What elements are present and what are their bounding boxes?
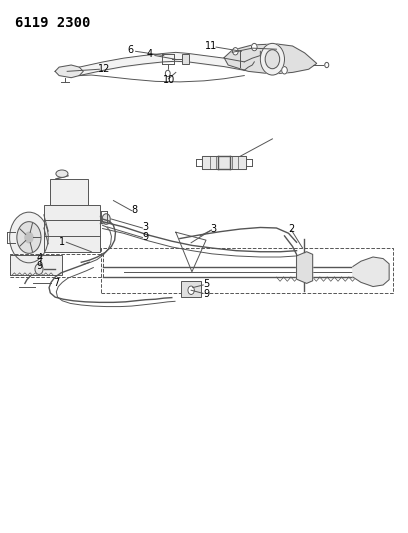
Text: 9: 9	[203, 289, 209, 299]
Text: 1: 1	[59, 237, 65, 247]
Polygon shape	[202, 156, 246, 169]
Text: 8: 8	[132, 205, 138, 215]
Text: 5: 5	[203, 279, 210, 289]
Circle shape	[102, 214, 110, 224]
Text: 9: 9	[142, 232, 149, 242]
Circle shape	[282, 67, 287, 74]
Text: 3: 3	[142, 222, 149, 232]
Polygon shape	[55, 65, 83, 78]
Text: 6: 6	[128, 45, 134, 55]
Circle shape	[233, 47, 238, 55]
FancyBboxPatch shape	[50, 179, 88, 205]
FancyBboxPatch shape	[10, 255, 62, 276]
Text: 9: 9	[37, 261, 43, 271]
Text: 11: 11	[205, 41, 217, 51]
Circle shape	[35, 264, 43, 274]
Text: 4: 4	[37, 253, 43, 263]
Ellipse shape	[56, 170, 68, 177]
Text: 12: 12	[98, 64, 111, 74]
Circle shape	[251, 43, 257, 51]
Circle shape	[325, 62, 329, 68]
Polygon shape	[224, 44, 317, 74]
Text: 6119 2300: 6119 2300	[15, 16, 90, 30]
Circle shape	[165, 70, 170, 77]
Circle shape	[260, 43, 284, 75]
Text: 4: 4	[147, 50, 153, 60]
Polygon shape	[297, 252, 313, 284]
Circle shape	[188, 286, 194, 294]
FancyBboxPatch shape	[181, 281, 201, 297]
FancyBboxPatch shape	[182, 54, 189, 64]
FancyBboxPatch shape	[44, 205, 100, 252]
Circle shape	[17, 222, 41, 253]
Text: 10: 10	[162, 75, 175, 85]
Polygon shape	[353, 257, 389, 287]
Circle shape	[10, 212, 48, 263]
Text: 2: 2	[288, 224, 295, 234]
Circle shape	[265, 50, 279, 69]
Circle shape	[25, 232, 33, 243]
Text: 7: 7	[53, 278, 59, 288]
Text: 3: 3	[211, 224, 217, 234]
